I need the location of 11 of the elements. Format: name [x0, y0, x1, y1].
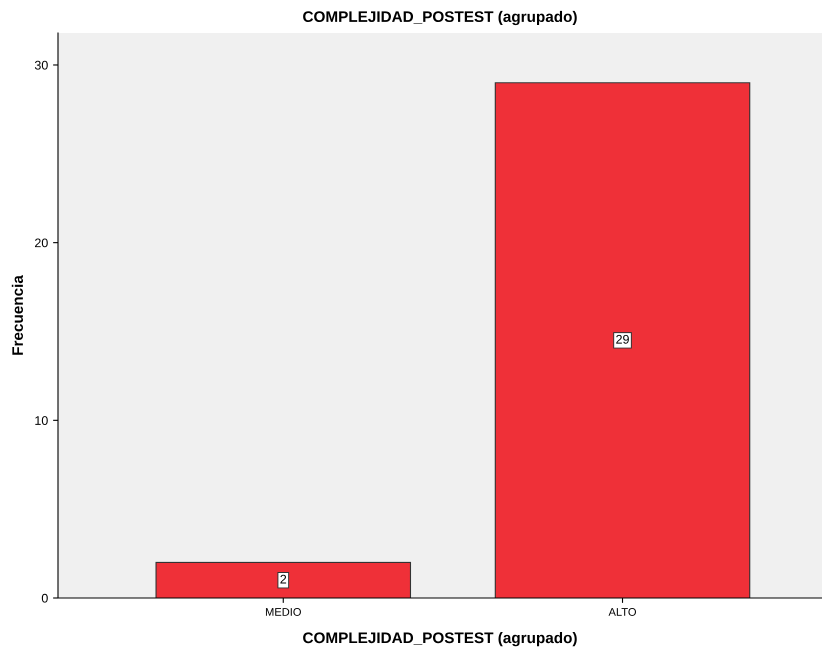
data-label: 29 — [616, 334, 629, 344]
x-axis-title: COMPLEJIDAD_POSTEST (agrupado) — [303, 632, 577, 646]
chart-title: COMPLEJIDAD_POSTEST (agrupado) — [303, 10, 577, 26]
y-tick-label: 10 — [35, 416, 48, 425]
y-tick-label: 30 — [34, 60, 48, 70]
y-axis-title: Frecuencia — [12, 275, 24, 355]
x-tick-label: MEDIO — [266, 608, 301, 616]
y-tick-label: 20 — [35, 238, 48, 248]
x-tick-label: ALTO — [608, 608, 636, 616]
y-tick-label: 0 — [42, 594, 48, 603]
data-label: 2 — [280, 574, 286, 584]
